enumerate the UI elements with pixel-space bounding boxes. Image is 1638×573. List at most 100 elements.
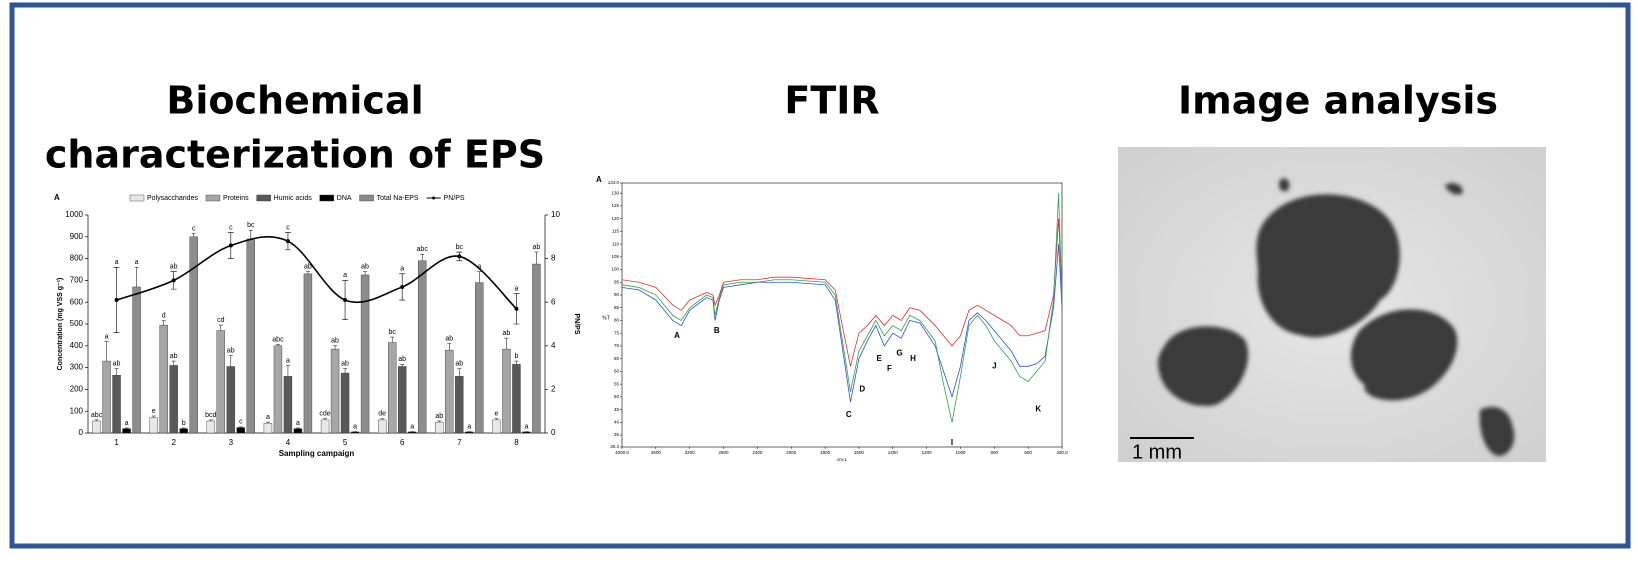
- bar: [102, 360, 111, 434]
- y-tick-label: 85: [614, 305, 620, 310]
- significance-label: a: [135, 259, 139, 266]
- bar: [159, 324, 168, 434]
- significance-label: a: [286, 357, 290, 364]
- error-bar: [151, 415, 156, 418]
- error-bar: [447, 343, 452, 351]
- bar: [303, 273, 313, 434]
- y-tick-label: 105: [611, 254, 619, 259]
- legend-label: Polysaccharides: [147, 195, 198, 202]
- x-tick-label: 2000: [786, 450, 797, 455]
- legend-swatch: [359, 194, 374, 202]
- photo: 1 mm: [1118, 147, 1546, 463]
- bar: [377, 419, 387, 434]
- y-tick-label: 35: [614, 432, 620, 437]
- y-tick-label: 55: [614, 381, 620, 386]
- error-bar: [113, 267, 120, 334]
- peak-label: K: [1035, 405, 1041, 414]
- panel-label: A: [54, 193, 60, 202]
- significance-label: ab: [341, 361, 349, 368]
- significance-label: a: [115, 259, 119, 266]
- bar: [502, 348, 511, 434]
- y-tick-label: 110: [612, 241, 620, 246]
- bar: [216, 330, 226, 434]
- significance-label: b: [182, 420, 186, 427]
- significance-label: ab: [398, 356, 406, 363]
- y-tick-label: 300: [70, 363, 84, 372]
- significance-label: a: [353, 424, 357, 431]
- significance-label: a: [296, 420, 300, 427]
- error-bar: [534, 251, 539, 265]
- error-bar: [513, 293, 520, 325]
- y-tick-label: 100: [70, 406, 84, 415]
- significance-label: bcd: [205, 412, 216, 419]
- error-bar: [170, 271, 177, 290]
- bar: [417, 260, 427, 434]
- y-tick-label: 600: [70, 297, 84, 306]
- bar: [132, 286, 141, 434]
- x-tick-label: 8: [514, 438, 519, 447]
- error-bar: [191, 233, 196, 237]
- error-bar: [494, 418, 499, 420]
- y-tick-label: 60: [614, 369, 620, 374]
- y-tick-label: 400: [70, 341, 84, 350]
- y-tick-label: 200: [70, 385, 84, 394]
- plot-frame: [621, 182, 1063, 448]
- significance-label: bc: [388, 329, 396, 336]
- x-tick-label: 4: [286, 438, 291, 447]
- significance-label: a: [477, 264, 481, 271]
- y2-tick-label: 8: [551, 254, 556, 263]
- heading: Biochemical: [166, 79, 423, 123]
- x-tick-label: 1: [114, 438, 119, 447]
- y-tick-label: 700: [70, 276, 84, 285]
- significance-label: e: [152, 408, 156, 415]
- peak-label: G: [896, 349, 902, 358]
- error-bar: [265, 421, 270, 424]
- x-tick-label: 2800: [719, 450, 730, 455]
- bar: [350, 431, 360, 434]
- y-tick-label: 130: [611, 190, 619, 195]
- y-tick-label: 900: [70, 232, 84, 241]
- x-tick-label: 2400: [752, 450, 763, 455]
- significance-label: abc: [272, 337, 284, 344]
- peak-label: B: [714, 326, 720, 335]
- bar: [236, 427, 246, 434]
- error-bar: [228, 355, 233, 367]
- peak-label: F: [887, 364, 892, 373]
- significance-label: c: [192, 225, 196, 232]
- error-bar: [390, 336, 395, 343]
- x-tick-label: 5: [343, 438, 348, 447]
- y-tick-label: 100: [611, 267, 619, 272]
- heading: FTIR: [784, 79, 879, 123]
- bar: [445, 349, 454, 434]
- significance-label: cd: [217, 317, 225, 324]
- x-tick-label: 6: [400, 438, 405, 447]
- y-tick-label: 30.3: [610, 444, 619, 449]
- error-bar: [227, 232, 234, 259]
- significance-label: ab: [170, 264, 178, 271]
- bar: [465, 431, 474, 434]
- significance-label: ab: [113, 361, 121, 368]
- bar: [92, 420, 101, 434]
- bar: [283, 376, 293, 434]
- scale-bar-label: 1 mm: [1132, 441, 1182, 463]
- y-tick-label: 70: [614, 343, 620, 348]
- legend-swatch: [205, 194, 221, 202]
- error-bar: [161, 320, 166, 326]
- x-tick-label: 2: [171, 438, 176, 447]
- error-bar: [248, 230, 253, 239]
- x-tick-label: 800: [991, 450, 999, 455]
- significance-label: ab: [503, 330, 511, 337]
- significance-label: a: [266, 414, 270, 421]
- error-bar: [104, 341, 109, 362]
- significance-label: ab: [445, 335, 453, 342]
- x-tick-label: 4000.0: [615, 450, 629, 455]
- bar: [149, 417, 158, 434]
- bar: [387, 342, 397, 434]
- error-bar: [124, 427, 129, 429]
- y-tick-label: 45: [614, 407, 620, 412]
- significance-label: cde: [319, 410, 330, 417]
- significance-label: a: [467, 424, 471, 431]
- error-bar: [275, 344, 280, 346]
- error-bar: [284, 232, 291, 251]
